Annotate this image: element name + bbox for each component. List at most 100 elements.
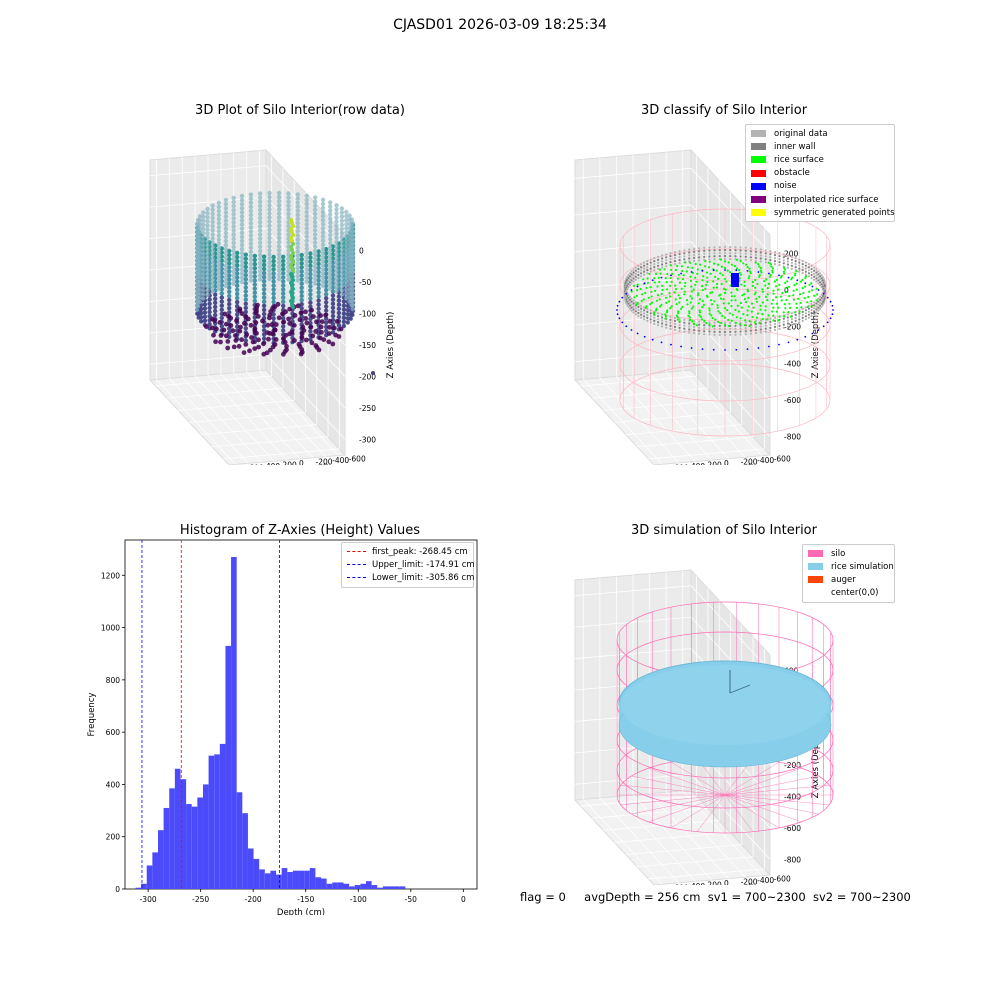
p2-rice-point: [748, 319, 751, 323]
p2-rice-point: [783, 268, 786, 271]
p2-wall-point: [693, 320, 696, 323]
p1-point: [269, 322, 275, 327]
p2-zgrid: [574, 204, 692, 216]
p2-wall-point: [637, 264, 640, 268]
p1-point: [216, 208, 222, 214]
p1-point: [347, 274, 352, 280]
classify-legend-item: inner wall: [751, 140, 889, 153]
p2-rice-point: [764, 295, 767, 298]
p1-point: [261, 283, 267, 288]
p1-point: [239, 279, 245, 285]
p2-rice-point: [736, 258, 739, 261]
p2-rice-point: [706, 295, 709, 299]
p1-point: [267, 190, 272, 196]
p1-point: [334, 219, 339, 224]
p1-point: [316, 302, 321, 307]
p1-point: [261, 307, 267, 313]
p2-rice-point: [670, 305, 673, 308]
p2-rice-point: [652, 311, 655, 314]
p1-point: [347, 291, 352, 296]
p2-rice-point: [772, 314, 775, 317]
p1-point: [239, 255, 245, 260]
p2-noise-point: [829, 317, 832, 320]
p1-point: [276, 276, 282, 282]
p2-rice-point: [647, 296, 650, 299]
p1-point: [286, 191, 291, 196]
p1-point: [201, 251, 206, 256]
classify-legend-label: obstacle: [774, 168, 810, 179]
p2-wall-point: [764, 261, 767, 264]
p2-rice-point: [786, 280, 789, 283]
p1-point: [261, 303, 267, 308]
p2-wall-point: [673, 325, 677, 328]
p2-wall-point: [661, 260, 664, 263]
p2-rice-point: [785, 290, 788, 294]
p2-wall-point: [759, 331, 762, 334]
p2-rice-point: [787, 311, 790, 314]
p1-ztick: -100: [359, 310, 376, 319]
p1-point: [261, 254, 267, 259]
p1-point: [219, 315, 224, 321]
p2-wall-point: [678, 326, 681, 329]
p2-wall-point: [665, 256, 668, 259]
p2-rice-point: [754, 286, 757, 289]
p1-point: [320, 226, 326, 231]
p1-point: [313, 260, 318, 266]
p2-wall-point: [646, 307, 649, 310]
p1-point: [339, 210, 345, 215]
p1-point: [328, 286, 333, 291]
p2-wall-point: [713, 330, 716, 333]
p2-wall-point: [649, 318, 652, 321]
p2-wall-point: [634, 266, 637, 269]
p2-rice-point: [759, 304, 762, 307]
p1-ztick: 0: [359, 247, 364, 256]
p2-zgrid: [690, 351, 771, 437]
p2-rice-point: [769, 273, 772, 277]
p1-point: [205, 268, 210, 273]
p2-wall-point: [661, 254, 664, 257]
p1-point: [195, 311, 200, 316]
histogram-bar: [354, 885, 361, 889]
p2-rice-point: [653, 313, 656, 316]
p2-noise-point: [630, 289, 633, 291]
p2-wall-point: [693, 326, 696, 329]
p1-point: [213, 339, 218, 345]
simulation-legend-label: silo: [831, 548, 846, 559]
p1-point: [328, 237, 333, 242]
p2-wall-point: [723, 333, 727, 337]
p2-rice-point: [751, 284, 754, 288]
p1-point: [308, 255, 313, 260]
p1-point: [286, 232, 291, 237]
flag-value: flag = 0: [520, 890, 566, 904]
p1-point: [299, 273, 304, 278]
p1-point: [235, 295, 240, 301]
simulation-legend-item: auger: [808, 573, 889, 586]
p2-rice-point: [665, 288, 669, 291]
p1-point: [223, 214, 229, 219]
p2-rice-point: [780, 299, 783, 302]
p2-rice-point: [719, 312, 722, 315]
p1-point: [216, 253, 222, 259]
p2-wall-point: [688, 248, 691, 251]
p1-point: [201, 292, 206, 297]
p1-point: [304, 226, 309, 231]
p2-noise-point: [636, 332, 639, 335]
p2-wall-point: [634, 269, 637, 272]
p1-point: [313, 277, 318, 282]
p1-point: [334, 227, 339, 232]
p1-point: [216, 200, 222, 205]
p2-wall-point: [657, 324, 660, 327]
p2-rice-point: [746, 309, 749, 312]
p1-point: [287, 306, 293, 312]
p1-point: [267, 264, 272, 269]
p1-point: [308, 263, 313, 268]
p2-rice-point: [772, 319, 775, 322]
p1-point: [235, 259, 240, 264]
p2-noise-point: [826, 321, 829, 324]
histogram-bar: [360, 883, 366, 889]
p2-rice-point: [674, 268, 677, 272]
p2-wall-point: [794, 313, 797, 316]
classify-legend: original data inner wall rice surface obsta…: [745, 124, 895, 223]
p2-rice-point: [748, 270, 751, 273]
p2-rice-point: [738, 268, 741, 272]
